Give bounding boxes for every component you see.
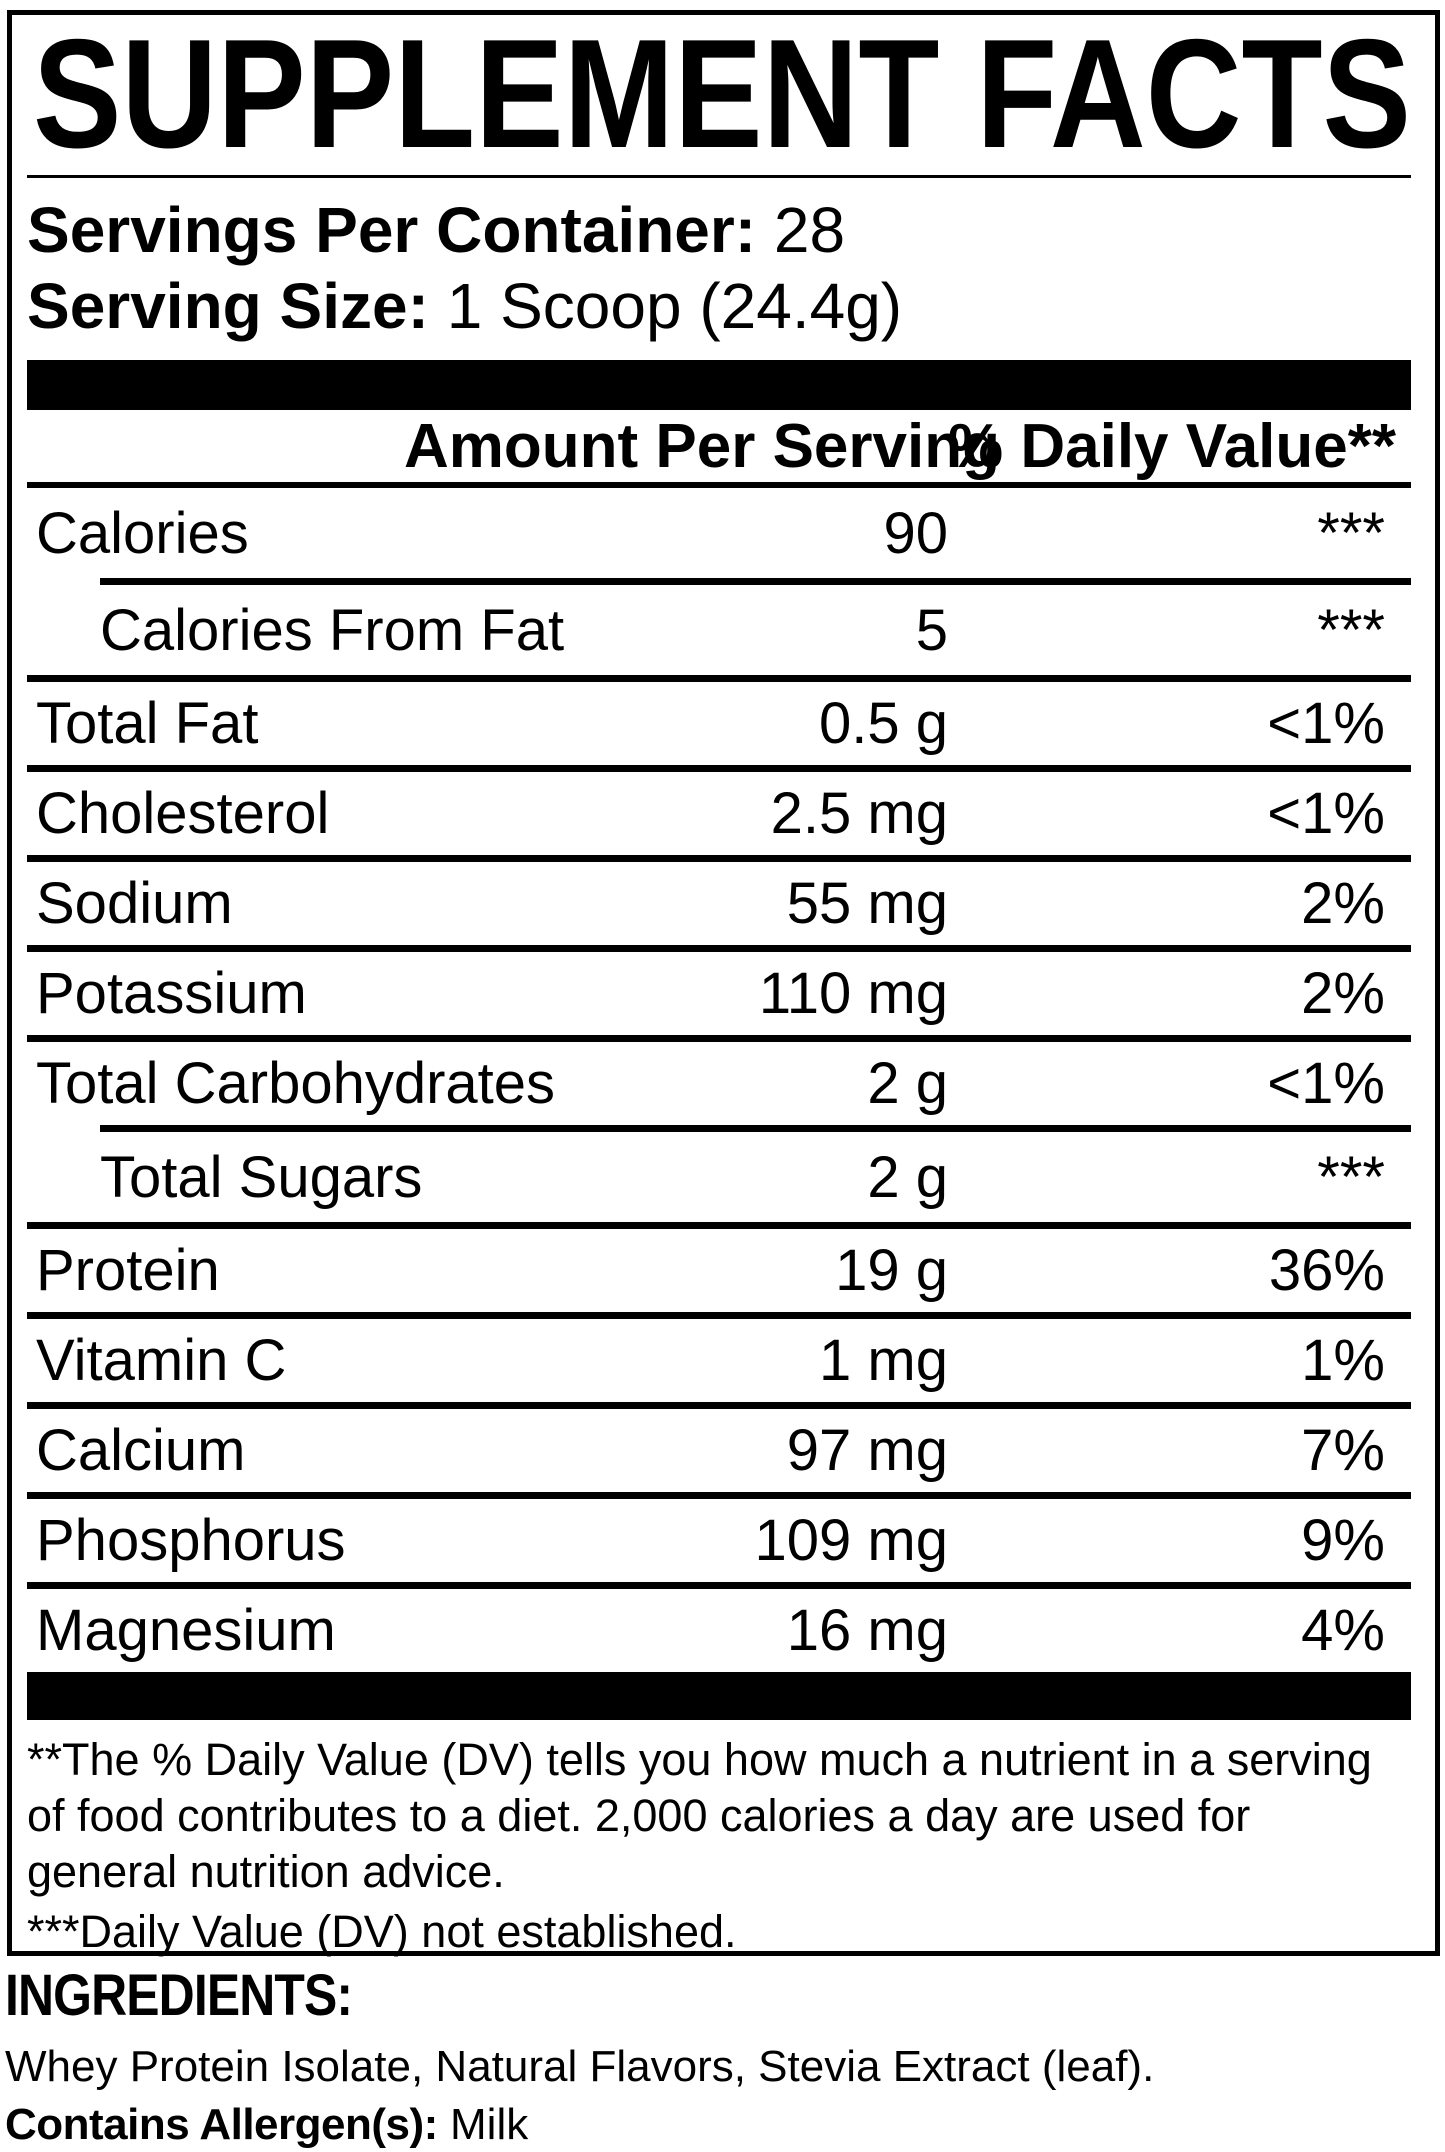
not-established-footnote: ***Daily Value (DV) not established.	[27, 1906, 737, 1957]
nutrient-name: Calories From Fat	[100, 597, 565, 663]
nutrient-amount: 97 mg	[786, 1418, 948, 1483]
nutrient-dv: ***	[1317, 500, 1385, 566]
nutrient-dv: 36%	[1268, 1238, 1385, 1303]
daily-value-footnote: **The % Daily Value (DV) tells you how m…	[27, 1734, 1372, 1897]
facts-title-svg: SUPPLEMENT FACTS	[33, 27, 1411, 165]
servings-per-container-label: Servings Per Container:	[27, 194, 757, 266]
nutrient-name: Protein	[36, 1238, 220, 1303]
nutrient-amount: 55 mg	[786, 871, 948, 936]
row-vitamin-c: Vitamin C 1 mg 1%	[27, 1312, 1411, 1402]
nutrient-name: Phosphorus	[36, 1508, 346, 1573]
allergen-statement: Contains Allergen(s): Milk	[5, 2098, 1425, 2152]
nutrient-amount: 16 mg	[786, 1598, 948, 1663]
allergen-value: Milk	[450, 2100, 529, 2149]
nutrient-name: Magnesium	[36, 1598, 336, 1663]
row-sodium: Sodium 55 mg 2%	[27, 855, 1411, 945]
nutrient-amount: 90	[883, 500, 948, 566]
nutrient-name: Total Carbohydrates	[36, 1051, 556, 1116]
nutrient-name: Potassium	[36, 961, 307, 1026]
nutrient-amount: 109 mg	[754, 1508, 948, 1573]
facts-title: SUPPLEMENT FACTS	[33, 27, 1411, 165]
nutrient-amount: 5	[915, 597, 948, 663]
servings-per-container: Servings Per Container: 28	[27, 192, 1411, 268]
supplement-facts-panel: SUPPLEMENT FACTS Servings Per Container:…	[7, 10, 1440, 1957]
column-headers: Amount Per Serving % Daily Value**	[27, 410, 1411, 488]
nutrient-name: Total Sugars	[100, 1144, 423, 1210]
row-potassium: Potassium 110 mg 2%	[27, 945, 1411, 1035]
nutrient-dv: 4%	[1301, 1598, 1385, 1663]
nutrient-amount: 0.5 g	[819, 691, 948, 756]
row-magnesium: Magnesium 16 mg 4%	[27, 1582, 1411, 1672]
nutrient-amount: 110 mg	[758, 961, 948, 1026]
serving-size-label: Serving Size:	[27, 270, 429, 342]
row-calories: Calories 90 ***	[27, 488, 1411, 578]
nutrient-table: Calories 90 *** Calories From Fat 5 *** …	[27, 488, 1411, 1672]
separator-bar-top	[27, 360, 1411, 410]
row-total-sugars: Total Sugars 2 g ***	[27, 1125, 1411, 1222]
row-total-fat: Total Fat 0.5 g <1%	[27, 675, 1411, 765]
separator-bar-bottom	[27, 1672, 1411, 1720]
nutrient-dv: 2%	[1301, 961, 1385, 1026]
ingredients-list: Whey Protein Isolate, Natural Flavors, S…	[5, 2042, 1155, 2091]
daily-value-header: % Daily Value**	[948, 411, 1397, 481]
serving-size: Serving Size: 1 Scoop (24.4g)	[27, 268, 1411, 344]
row-protein: Protein 19 g 36%	[27, 1222, 1411, 1312]
row-total-carbohydrates: Total Carbohydrates 2 g <1%	[27, 1035, 1411, 1125]
nutrient-amount: 19 g	[835, 1238, 948, 1303]
nutrient-name: Vitamin C	[36, 1328, 287, 1393]
title-divider	[27, 175, 1411, 178]
ingredients-section: INGREDIENTS: Whey Protein Isolate, Natur…	[5, 1966, 1425, 2152]
nutrient-name: Total Fat	[36, 691, 259, 756]
row-cholesterol: Cholesterol 2.5 mg <1%	[27, 765, 1411, 855]
row-calories-from-fat: Calories From Fat 5 ***	[27, 578, 1411, 675]
nutrient-amount: 2 g	[867, 1051, 948, 1116]
nutrient-amount: 2.5 mg	[770, 781, 948, 846]
nutrient-amount: 2 g	[867, 1144, 948, 1210]
row-calcium: Calcium 97 mg 7%	[27, 1402, 1411, 1492]
nutrient-name: Calcium	[36, 1418, 246, 1483]
row-phosphorus: Phosphorus 109 mg 9%	[27, 1492, 1411, 1582]
serving-size-value: 1 Scoop (24.4g)	[446, 270, 903, 342]
nutrient-amount: 1 mg	[819, 1328, 948, 1393]
nutrient-dv: ***	[1317, 1144, 1385, 1210]
nutrient-dv: 9%	[1301, 1508, 1385, 1573]
nutrient-dv: ***	[1317, 597, 1385, 663]
nutrient-name: Calories	[36, 500, 249, 566]
nutrient-dv: <1%	[1267, 691, 1385, 756]
ingredients-heading: INGREDIENTS:	[5, 1963, 353, 2028]
allergen-label: Contains Allergen(s):	[5, 2100, 438, 2149]
nutrient-dv: <1%	[1267, 781, 1385, 846]
amount-per-serving-header: Amount Per Serving	[404, 411, 1000, 481]
nutrient-name: Cholesterol	[36, 781, 330, 846]
nutrient-dv: 2%	[1301, 871, 1385, 936]
nutrient-dv: <1%	[1267, 1051, 1385, 1116]
nutrient-dv: 7%	[1301, 1418, 1385, 1483]
nutrient-dv: 1%	[1301, 1328, 1385, 1393]
servings-per-container-value: 28	[773, 194, 846, 266]
nutrient-name: Sodium	[36, 871, 233, 936]
